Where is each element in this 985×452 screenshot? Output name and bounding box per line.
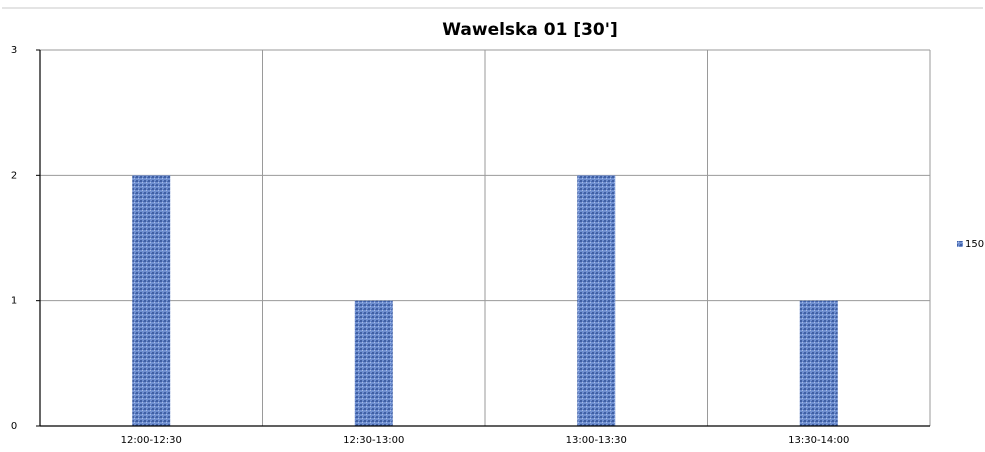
y-tick-label: 0 xyxy=(11,421,17,432)
bar xyxy=(354,300,393,426)
x-tick-label: 12:30-13:00 xyxy=(343,435,404,446)
bar xyxy=(132,175,171,426)
legend-label: 150 xyxy=(965,239,984,250)
x-tick-label: 13:00-13:30 xyxy=(566,435,627,446)
chart-title: Wawelska 01 [30'] xyxy=(442,20,617,40)
legend-swatch xyxy=(957,241,963,247)
y-tick-label: 2 xyxy=(11,170,17,181)
y-tick-label: 1 xyxy=(11,296,17,307)
bar xyxy=(577,175,616,426)
y-tick-label: 3 xyxy=(11,45,17,56)
x-tick-label: 12:00-12:30 xyxy=(121,435,182,446)
x-tick-label: 13:30-14:00 xyxy=(788,435,849,446)
bar xyxy=(799,300,838,426)
